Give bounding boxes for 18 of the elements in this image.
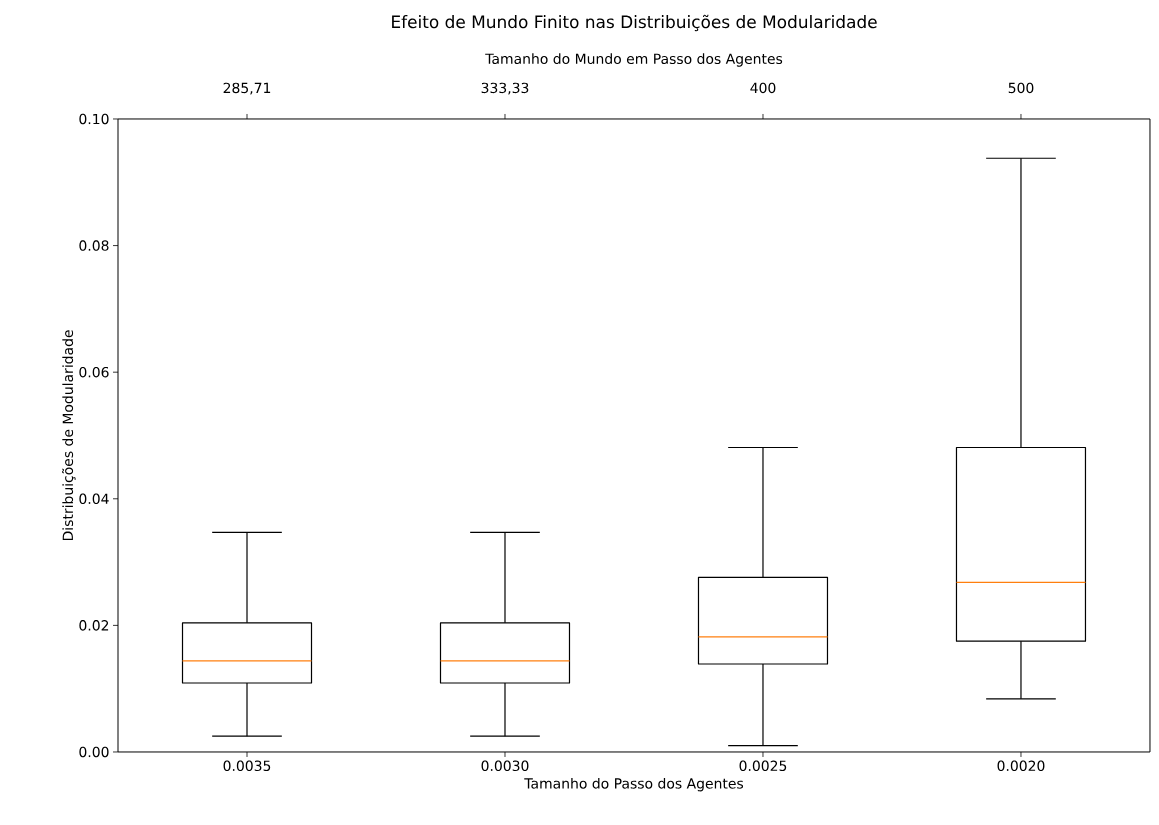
chart-title: Efeito de Mundo Finito nas Distribuições de Modularidade xyxy=(392,14,877,32)
x-tick-label: 0.0030 xyxy=(481,760,529,772)
y-tick-label: 0.02 xyxy=(79,620,109,631)
x-tick-label: 0.0025 xyxy=(739,760,787,772)
x-tick-label: 0.0020 xyxy=(997,760,1045,772)
y-tick-label: 0.10 xyxy=(79,113,109,125)
y-tick-label: 0.08 xyxy=(79,240,109,251)
y-tick-label: 0.06 xyxy=(79,366,109,378)
text: 333,33 xyxy=(481,82,529,95)
text: 285,71 xyxy=(223,82,271,95)
text: 400 xyxy=(750,82,776,94)
x-tick-label: 0.0035 xyxy=(223,760,271,772)
text: 500 xyxy=(1008,82,1034,94)
y-tick-label: 0.00 xyxy=(79,746,109,758)
y-axis-title: Distribuições de Modularidade xyxy=(62,330,76,541)
y-tick-label: 0.04 xyxy=(79,493,109,505)
x2-axis-title: Tamanho do Mundo em Passo dos Agentes xyxy=(485,53,783,67)
x-axis-title: Tamanho do Passo dos Agentes xyxy=(524,777,744,792)
